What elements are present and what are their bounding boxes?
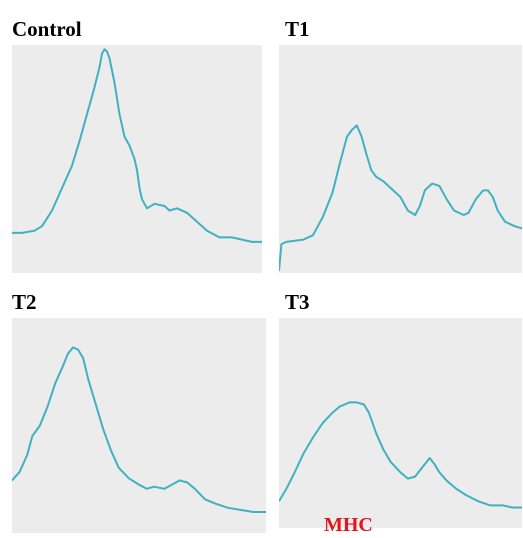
- plot-control: [12, 45, 262, 273]
- plot-control-svg: [12, 45, 262, 273]
- panel-title-t2: T2: [12, 290, 37, 314]
- t2-trace: [12, 346, 266, 513]
- t1-trace: [279, 124, 522, 272]
- control-trace: [12, 48, 262, 243]
- panel-title-t1: T1: [285, 17, 310, 41]
- panel-title-control: Control: [12, 17, 82, 41]
- plot-t3-background: [279, 318, 522, 528]
- t3-trace: [279, 401, 522, 509]
- plot-t1-svg: [279, 45, 522, 273]
- plot-t3: [279, 318, 522, 528]
- plot-t2-background: [12, 318, 266, 533]
- mhc-label: MHC: [324, 514, 373, 536]
- plot-t1-background: [279, 45, 522, 273]
- plot-t3-svg: [279, 318, 522, 528]
- plot-control-background: [12, 45, 262, 273]
- panel-title-t3: T3: [285, 290, 310, 314]
- plot-t2: [12, 318, 266, 533]
- plot-t1: [279, 45, 522, 273]
- plot-t2-svg: [12, 318, 266, 533]
